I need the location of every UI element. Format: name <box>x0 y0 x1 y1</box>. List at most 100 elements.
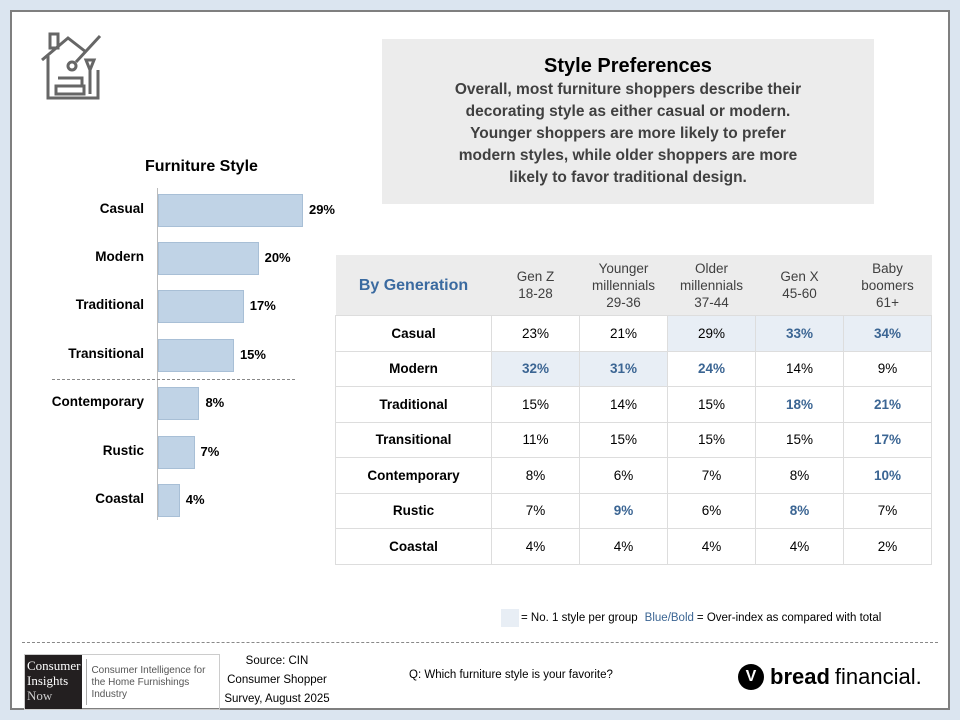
table-cell: 8% <box>755 457 844 494</box>
legend-top-label: = No. 1 style per group <box>521 612 638 624</box>
source-line: Consumer Shopper <box>227 674 327 686</box>
column-header: Baby boomers 61+ <box>843 255 932 316</box>
table-cell: 14% <box>579 386 668 423</box>
table-cell: 31% <box>579 350 668 387</box>
table-row: Modern 32% 31% 24% 14% 9% <box>335 350 932 387</box>
table-cell: 8% <box>755 492 844 529</box>
table-row: Transitional 11% 15% 15% 15% 17% <box>335 421 932 458</box>
row-label: Traditional <box>335 386 492 423</box>
table-cell: 9% <box>579 492 668 529</box>
bar-value-label: 8% <box>205 395 225 410</box>
bar-transitional <box>158 339 234 372</box>
bar-value-label: 7% <box>200 444 220 459</box>
bar-value-label: 15% <box>239 347 266 362</box>
header-line: Gen X <box>780 269 819 284</box>
header-line: 18-28 <box>518 286 553 301</box>
table-cell: 21% <box>843 386 932 423</box>
row-label: Rustic <box>335 492 492 529</box>
bar-label: Modern <box>95 249 144 264</box>
home-decor-icon <box>41 32 102 100</box>
source-line: Survey, August 2025 <box>224 693 330 705</box>
bar-value-label: 4% <box>185 492 205 507</box>
table-cell: 21% <box>579 315 668 352</box>
legend-highlight-swatch <box>501 609 519 627</box>
table-cell: 33% <box>755 315 844 352</box>
row-label: Modern <box>335 350 492 387</box>
table-row: Traditional 15% 14% 15% 18% 21% <box>335 386 932 423</box>
table-cell: 4% <box>579 528 668 565</box>
table-cell: 7% <box>843 492 932 529</box>
table-cell: 4% <box>755 528 844 565</box>
brand-bold: bread <box>770 664 830 689</box>
table-cell: 24% <box>667 350 756 387</box>
logo-word: Now <box>27 688 53 703</box>
table-cell: 23% <box>491 315 580 352</box>
header-line: Baby <box>872 260 903 276</box>
bar-label: Rustic <box>102 443 144 458</box>
row-label: Transitional <box>335 421 492 458</box>
header-line: Older <box>694 260 728 276</box>
table-row: Coastal 4% 4% 4% 4% 2% <box>335 528 932 565</box>
table-row: Casual 23% 21% 29% 33% 34% <box>335 315 932 352</box>
source-line: Source: CIN <box>245 655 309 667</box>
cin-logo: Consumer Insights Now Consumer Intellige… <box>24 654 220 710</box>
cin-tagline: Consumer Intelligence for the Home Furni… <box>86 659 219 705</box>
bar-value-label: 17% <box>249 298 276 313</box>
bar-coastal <box>158 484 180 517</box>
header-line: 45-60 <box>782 286 817 301</box>
legend: = No. 1 style per group Blue/Bold = Over… <box>501 609 881 627</box>
table-cell: 15% <box>667 421 756 458</box>
table-cell: 4% <box>667 528 756 565</box>
legend-over-label: = Over-index as compared with total <box>696 612 882 624</box>
table-row: Contemporary 8% 6% 7% 8% 10% <box>335 457 932 494</box>
bar-label: Transitional <box>68 346 144 361</box>
column-header: Older millennials 37-44 <box>667 255 756 316</box>
table-cell: 15% <box>667 386 756 423</box>
row-label: Contemporary <box>335 457 492 494</box>
header-line: Younger <box>598 260 649 276</box>
bar-label: Contemporary <box>51 394 144 409</box>
bar-modern <box>158 242 259 275</box>
header-line: 61+ <box>876 294 899 310</box>
bar-rustic <box>158 436 195 469</box>
bar-label: Traditional <box>75 297 144 312</box>
table-cell: 7% <box>491 492 580 529</box>
chart-axis <box>157 188 158 520</box>
table-cell: 34% <box>843 315 932 352</box>
row-label: Casual <box>335 315 492 352</box>
table-title: By Generation <box>335 255 492 316</box>
callout-title: Style Preferences <box>544 55 712 77</box>
footer-divider <box>22 642 938 643</box>
slide-panel: Style Preferences Overall, most furnitur… <box>10 10 950 710</box>
table-cell: 18% <box>755 386 844 423</box>
chart-title: Furniture Style <box>145 158 258 175</box>
column-header: Younger millennials 29-36 <box>579 255 668 316</box>
bar-casual <box>158 194 303 227</box>
bread-logo-icon: V <box>738 664 764 690</box>
question-text: Q: Which furniture style is your favorit… <box>409 669 613 681</box>
bar-contemporary <box>158 387 200 420</box>
brand-light: financial. <box>834 664 922 689</box>
table-cell: 15% <box>491 386 580 423</box>
table-cell: 15% <box>579 421 668 458</box>
header-line: millennials <box>591 277 656 293</box>
table-cell: 29% <box>667 315 756 352</box>
header-line: 29-36 <box>606 294 641 310</box>
table-cell: 15% <box>755 421 844 458</box>
source-text: Source: CIN Consumer Shopper Survey, Aug… <box>217 652 337 709</box>
legend-blue-bold: Blue/Bold <box>644 612 694 624</box>
column-header: Gen Z 18-28 <box>491 255 580 316</box>
bar-value-label: 20% <box>264 250 291 265</box>
generation-table: By Generation Gen Z 18-28 Younger millennial… <box>335 255 932 565</box>
bar-label: Casual <box>99 201 144 216</box>
logo-word: Consumer <box>27 658 81 673</box>
table-cell: 7% <box>667 457 756 494</box>
table-cell: 11% <box>491 421 580 458</box>
bar-label: Coastal <box>95 491 144 506</box>
table-cell: 32% <box>491 350 580 387</box>
bar-value-label: 29% <box>308 202 335 217</box>
table-cell: 6% <box>667 492 756 529</box>
bread-financial-logo: V bread financial. <box>738 664 922 690</box>
table-row: Rustic 7% 9% 6% 8% 7% <box>335 492 932 529</box>
header-line: Gen Z <box>516 269 555 284</box>
